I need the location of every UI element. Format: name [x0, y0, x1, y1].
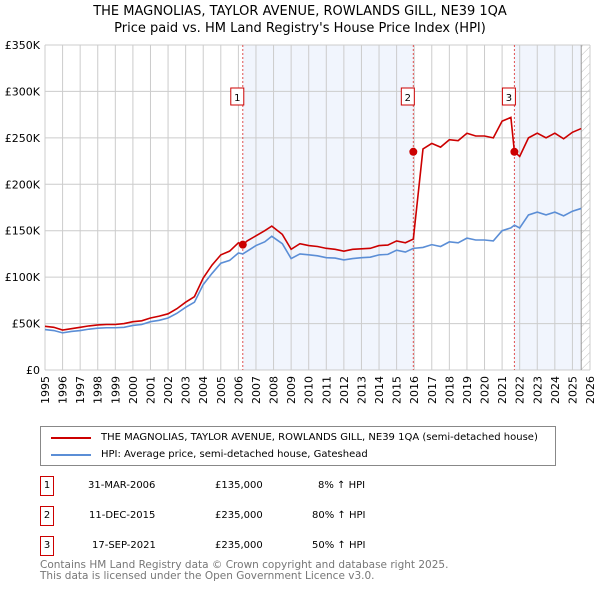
sale-price: £235,000 [215, 510, 263, 521]
legend-item-property: THE MAGNOLIAS, TAYLOR AVENUE, ROWLANDS G… [51, 432, 538, 443]
y-tick-label: £200K [5, 178, 41, 191]
x-tick-label: 2009 [285, 376, 298, 404]
x-tick-label: 2024 [549, 376, 562, 404]
legend-label: HPI: Average price, semi-detached house,… [101, 449, 368, 460]
y-tick-label: £150K [5, 225, 41, 238]
x-tick-label: 2015 [391, 376, 404, 404]
legend-swatch-red [51, 436, 91, 439]
x-tick-label: 1998 [92, 376, 105, 404]
x-tick-label: 1997 [74, 376, 87, 404]
x-tick-label: 2021 [496, 376, 509, 404]
shaded-region [242, 45, 414, 370]
legend-swatch-blue [51, 453, 91, 456]
x-tick-label: 2019 [461, 376, 474, 404]
hpi-line [44, 207, 582, 334]
sale-label: 3 [506, 93, 512, 104]
y-tick-label: £300K [5, 85, 41, 98]
sale-label-box [501, 87, 516, 106]
x-tick-label: 2000 [127, 376, 140, 404]
plot-area: 1995 1996 1997 1998 1999 2000 2001 2002 2003 2004… [5, 39, 597, 404]
x-tick-label: 2023 [531, 376, 544, 404]
x-tick-label: 2025 [566, 376, 579, 404]
sale-hpi: 80% ↑ HPI [312, 510, 366, 521]
sale-label: 2 [405, 93, 411, 104]
x-tick-label: 2002 [162, 376, 175, 404]
sale-marker-badge: 1 [40, 476, 54, 496]
sale-price: £235,000 [215, 540, 263, 551]
x-tick-label: 2020 [479, 376, 492, 404]
legend-item-hpi: HPI: Average price, semi-detached house,… [51, 449, 368, 460]
sale-point [238, 240, 247, 249]
sale-marker-badge: 2 [40, 506, 54, 526]
y-tick-label: £250K [5, 132, 41, 145]
sale-label: 1 [234, 93, 240, 104]
sale-row: 1 31-MAR-2006 £135,000 8% ↑ HPI [40, 476, 440, 496]
x-tick-label: 2001 [144, 376, 157, 404]
chart-title: THE MAGNOLIAS, TAYLOR AVENUE, ROWLANDS G… [93, 4, 507, 19]
sale-date: 17-SEP-2021 [92, 540, 156, 551]
sale-label-box [230, 87, 245, 106]
x-tick-label: 2008 [268, 376, 281, 404]
sale-date: 31-MAR-2006 [88, 480, 156, 491]
forecast-hatch [581, 45, 590, 370]
y-tick-label: £350K [5, 39, 41, 52]
chart-subtitle: Price paid vs. HM Land Registry's House … [114, 21, 486, 36]
x-tick-label: 2018 [443, 376, 456, 404]
sale-point [409, 147, 418, 156]
sale-label-box [400, 87, 415, 106]
sale-row: 3 17-SEP-2021 £235,000 50% ↑ HPI [40, 536, 440, 556]
x-tick-label: 2026 [584, 376, 597, 404]
legend: THE MAGNOLIAS, TAYLOR AVENUE, ROWLANDS G… [40, 426, 556, 466]
x-tick-label: 2017 [426, 376, 439, 404]
shaded-region [514, 45, 582, 370]
property-price-line [44, 116, 582, 331]
y-tick-label: £50K [12, 318, 41, 331]
x-tick-label: 2003 [180, 376, 193, 404]
x-tick-label: 2010 [303, 376, 316, 404]
legend-label: THE MAGNOLIAS, TAYLOR AVENUE, ROWLANDS G… [101, 432, 538, 443]
x-tick-label: 2011 [320, 376, 333, 404]
x-tick-label: 2006 [232, 376, 245, 404]
x-tick-label: 2004 [197, 376, 210, 404]
x-tick-label: 1999 [109, 376, 122, 404]
x-tick-label: 2007 [250, 376, 263, 404]
sale-price: £135,000 [215, 480, 263, 491]
x-tick-label: 2012 [338, 376, 351, 404]
footer: Contains HM Land Registry data © Crown c… [40, 560, 448, 582]
sale-row: 2 11-DEC-2015 £235,000 80% ↑ HPI [40, 506, 440, 526]
y-tick-label: £0 [26, 364, 40, 377]
x-tick-label: 2022 [514, 376, 527, 404]
x-tick-label: 1996 [57, 376, 70, 404]
footer-copyright: Contains HM Land Registry data © Crown c… [40, 559, 449, 571]
y-tick-label: £100K [5, 271, 41, 284]
sale-hpi: 8% ↑ HPI [318, 480, 366, 491]
x-tick-label: 1995 [39, 376, 52, 404]
sale-point [510, 147, 519, 156]
footer-licence: This data is licensed under the Open Gov… [40, 570, 375, 582]
x-tick-label: 2005 [215, 376, 228, 404]
sale-date: 11-DEC-2015 [89, 510, 156, 521]
sale-hpi: 50% ↑ HPI [312, 540, 366, 551]
x-tick-label: 2014 [373, 376, 386, 404]
x-tick-label: 2016 [408, 376, 421, 404]
sale-marker-badge: 3 [40, 536, 54, 556]
x-tick-label: 2013 [355, 376, 368, 404]
